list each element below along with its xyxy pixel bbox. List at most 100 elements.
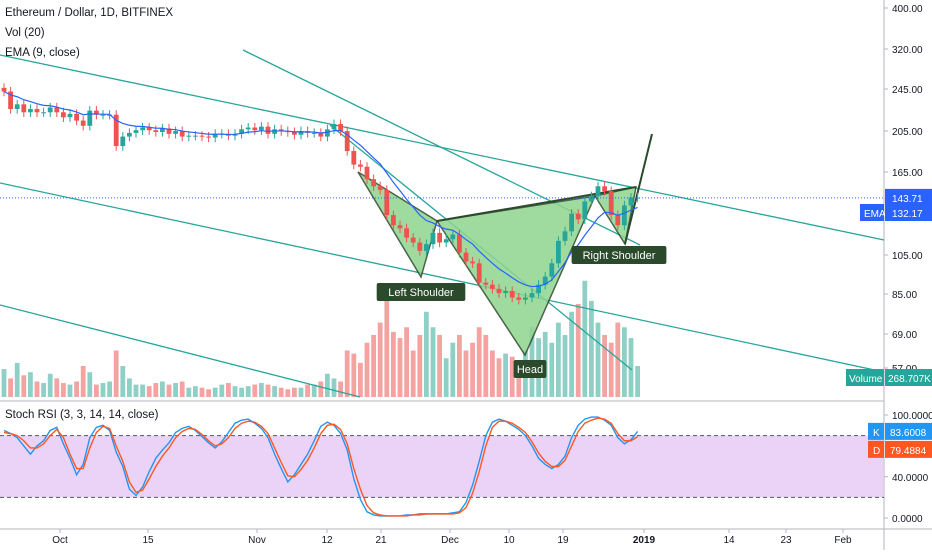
k-tag-value: 83.6008	[890, 428, 927, 439]
volume-bar	[430, 327, 436, 397]
volume-bar	[272, 386, 277, 397]
label-right-shoulder-bg	[571, 246, 667, 264]
candle-body	[496, 288, 502, 294]
volume-tag-name-bg	[846, 369, 884, 386]
volume-bar	[74, 381, 79, 397]
candle-body	[595, 186, 601, 197]
last-price-tag: 143.71	[892, 194, 923, 205]
candle-body	[404, 228, 409, 238]
candle-body	[298, 131, 304, 135]
stoch-legend[interactable]: Stoch RSI (3, 3, 14, 14, close)	[5, 409, 159, 421]
time-tick-label: 21	[375, 535, 387, 546]
pattern-neckline	[436, 186, 637, 222]
candle-body	[100, 114, 106, 116]
volume-bar	[384, 288, 390, 397]
candle-body	[292, 132, 297, 135]
volume-bar	[34, 381, 40, 397]
candle-body	[377, 186, 383, 190]
candle-body	[325, 129, 330, 137]
volume-bar	[80, 366, 86, 397]
candle-body	[503, 290, 508, 294]
volume-bar	[113, 350, 119, 397]
candle-body	[351, 151, 357, 165]
volume-bar	[193, 386, 198, 397]
d-tag-value: 79.4884	[890, 446, 927, 457]
candle-body	[252, 127, 258, 131]
candle-body	[437, 232, 442, 243]
candle-body	[80, 120, 86, 126]
candle-body	[74, 113, 79, 121]
candle-body	[245, 127, 251, 130]
time-tick-label: 14	[723, 535, 735, 546]
candle-body	[509, 290, 515, 298]
volume-bar	[67, 384, 73, 397]
candle-body	[259, 126, 264, 131]
k-tag-name: K	[873, 428, 880, 439]
volume-bar	[391, 331, 396, 397]
candle-body	[212, 133, 218, 138]
volume-bar	[298, 387, 304, 397]
volume-bar	[556, 322, 561, 397]
candle-body	[424, 244, 429, 251]
candle-body	[140, 127, 145, 131]
candle-body	[450, 234, 456, 240]
volume-bar	[463, 350, 469, 397]
candle-body	[1, 87, 7, 92]
volume-bar	[509, 356, 515, 397]
candle-body	[575, 213, 581, 220]
candle-body	[430, 232, 436, 245]
ema-legend[interactable]: EMA (9, close)	[5, 47, 80, 59]
candle-body	[476, 263, 482, 283]
candle-body	[173, 131, 178, 134]
volume-bar	[1, 369, 7, 397]
ema-tag-value: 132.17	[892, 209, 923, 220]
pattern-left-shoulder	[357, 171, 438, 279]
volume-bar	[259, 383, 264, 397]
volume-bar	[443, 358, 449, 397]
volume-bar	[278, 387, 284, 397]
time-tick-label: Dec	[441, 535, 459, 546]
volume-bar	[160, 381, 165, 397]
volume-bar	[608, 342, 614, 397]
candle-body	[28, 109, 33, 113]
volume-tag-bg	[885, 369, 932, 386]
volume-bar	[166, 384, 172, 397]
volume-bar	[107, 381, 112, 397]
candle-body	[542, 276, 548, 285]
volume-bar	[212, 387, 218, 397]
volume-bar	[628, 338, 634, 397]
candle-body	[120, 136, 126, 147]
time-tick-label: 19	[557, 535, 569, 546]
candle-body	[384, 189, 390, 216]
volume-bar	[186, 387, 192, 397]
time-tick-label: Nov	[248, 535, 266, 546]
candle-body	[443, 239, 449, 243]
volume-bar	[41, 383, 46, 397]
candle-body	[516, 297, 522, 300]
volume-legend[interactable]: Vol (20)	[5, 27, 45, 39]
volume-bar	[100, 383, 106, 397]
volume-bar	[344, 350, 350, 397]
price-tick-label: 320.00	[892, 45, 923, 56]
volume-bar	[94, 384, 99, 397]
volume-bar	[503, 353, 508, 397]
candle-body	[186, 135, 192, 137]
volume-bar	[8, 378, 13, 397]
candle-body	[397, 225, 403, 229]
volume-bar	[331, 378, 337, 397]
candle-body	[8, 91, 13, 110]
stoch-band	[0, 435, 884, 498]
volume-bar	[232, 386, 238, 397]
volume-tag-value: 268.707K	[888, 374, 931, 385]
symbol-legend[interactable]: Ethereum / Dollar, 1D, BITFINEX	[5, 7, 174, 19]
candle-body	[589, 196, 594, 202]
volume-bar	[457, 335, 462, 397]
stoch-k-line	[3, 416, 639, 517]
volume-bar	[569, 311, 574, 397]
volume-bar	[404, 327, 409, 397]
candle-body	[311, 132, 317, 134]
candle-body	[239, 129, 244, 134]
candle-body	[523, 297, 528, 300]
candle-body	[127, 132, 132, 137]
